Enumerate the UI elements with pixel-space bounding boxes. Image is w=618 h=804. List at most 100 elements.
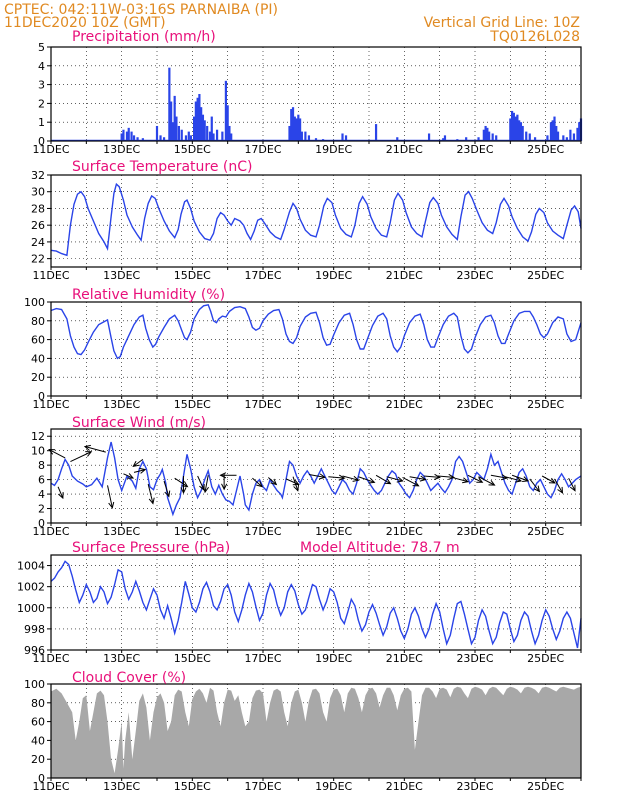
- precip-xtick-label: 17DEC: [244, 143, 281, 156]
- precip-bar: [516, 114, 519, 141]
- wind-vector-head: [500, 474, 509, 481]
- precip-frame: [50, 46, 582, 142]
- wind-vector: [70, 451, 92, 462]
- wind-vector: [285, 478, 299, 485]
- precip-bar: [193, 116, 196, 141]
- wind-vector-head: [522, 476, 530, 483]
- precip-bar: [341, 133, 344, 141]
- wind-vector-head: [127, 473, 135, 479]
- precip-bar: [442, 138, 445, 141]
- wind-vector-head: [180, 487, 187, 494]
- wind-vector-head: [58, 492, 64, 500]
- precip-bar: [546, 135, 549, 141]
- precip-bar: [525, 131, 528, 141]
- wind-xtick-label: 11DEC: [32, 525, 69, 538]
- precip-bar: [484, 125, 487, 141]
- precip-bar: [578, 122, 581, 141]
- temp-xtick-label: 25DEC: [527, 269, 564, 282]
- precip-bar: [215, 129, 219, 141]
- precip-ytick-label: 1: [38, 116, 45, 129]
- precip-bar: [173, 95, 176, 141]
- wind-vector: [147, 483, 154, 504]
- wind-vector-head: [433, 473, 441, 480]
- precip-bar: [208, 131, 212, 141]
- wind-vector-head: [85, 451, 93, 457]
- wind-vector: [308, 474, 326, 478]
- precip-bar: [569, 129, 572, 141]
- wind-vector: [478, 476, 495, 486]
- precip-bar: [576, 127, 579, 141]
- wind-vector: [467, 474, 483, 483]
- rh-xtick-label: 15DEC: [174, 398, 211, 411]
- precip-bar: [221, 131, 224, 141]
- rh-xtick-label: 11DEC: [32, 398, 69, 411]
- precip-bar: [521, 125, 524, 141]
- precip-bar: [443, 135, 447, 141]
- wind-vector-head: [352, 475, 360, 482]
- wind-vector: [358, 476, 375, 483]
- rh-ytick-label: 20: [31, 371, 45, 384]
- header-grid-note: Vertical Grid Line: 10Z: [424, 15, 580, 31]
- precip-bar: [528, 133, 531, 141]
- wind-vector: [107, 485, 113, 508]
- wind-vector-head: [202, 486, 210, 494]
- wind-vector: [529, 478, 540, 492]
- precip-bar: [533, 137, 537, 141]
- wind-vector-head: [368, 477, 376, 484]
- precip-bar: [295, 118, 298, 141]
- pres-ytick-label: 998: [24, 623, 45, 636]
- precip-bar: [175, 116, 178, 141]
- precip-bar: [155, 125, 159, 141]
- pres-ytick-label: 996: [24, 644, 45, 657]
- cloud-area: [51, 686, 581, 778]
- precip-bar: [196, 97, 199, 141]
- cloud-xtick-label: 25DEC: [527, 780, 564, 793]
- precip-bar: [477, 137, 480, 141]
- wind-xtick-label: 17DEC: [244, 525, 281, 538]
- wind-vector: [174, 477, 188, 487]
- precip-panel: 0 1 2 3 4 5 11DEC 13DEC 15DEC 17DEC 19DEC 21DEC 23DE…: [32, 29, 583, 156]
- precip-bar: [307, 135, 311, 141]
- precip-xtick-label: 13DEC: [103, 143, 140, 156]
- rh-xtick-label: 25DEC: [527, 398, 564, 411]
- wind-vector: [451, 476, 469, 483]
- temp-title: Surface Temperature (nC): [72, 159, 253, 175]
- precip-bar: [565, 137, 568, 141]
- wind-vector-head: [132, 460, 140, 468]
- wind-vector: [402, 477, 419, 487]
- precip-bar: [180, 129, 183, 141]
- wind-vector: [409, 476, 426, 481]
- wind-ytick-label: 12: [31, 430, 45, 443]
- wind-vector-head: [569, 484, 576, 492]
- pres-xtick-label: 21DEC: [386, 652, 423, 665]
- wind-xtick-label: 13DEC: [103, 525, 140, 538]
- precip-bar: [170, 101, 173, 141]
- wind-vector-head: [319, 473, 327, 480]
- rh-ytick-label: 100: [24, 296, 45, 309]
- wind-xtick-label: 15DEC: [174, 525, 211, 538]
- cloud-frame: [50, 683, 582, 779]
- cloud-xtick-label: 21DEC: [386, 780, 423, 793]
- wind-vector: [267, 477, 277, 485]
- wind-vector: [342, 475, 359, 481]
- precip-bar: [228, 125, 231, 141]
- wind-vector-head: [476, 477, 484, 483]
- temp-xtick-label: 11DEC: [32, 269, 69, 282]
- precip-xtick-label: 25DEC: [527, 143, 564, 156]
- wind-vector: [84, 446, 106, 453]
- wind-vector: [437, 475, 454, 478]
- precip-bar: [120, 133, 123, 141]
- pres-frame: [50, 554, 582, 651]
- wind-vector: [197, 475, 205, 491]
- wind-ytick-label: 10: [31, 445, 45, 458]
- precip-xtick-label: 21DEC: [386, 143, 423, 156]
- wind-vector-head: [164, 490, 171, 498]
- precip-bar: [555, 125, 558, 141]
- pres-line: [50, 560, 582, 649]
- wind-vector-head: [412, 480, 420, 487]
- precip-bar: [491, 133, 494, 141]
- precip-xtick-label: 15DEC: [174, 143, 211, 156]
- wind-ytick-label: 6: [38, 474, 45, 487]
- precip-bar: [519, 122, 523, 141]
